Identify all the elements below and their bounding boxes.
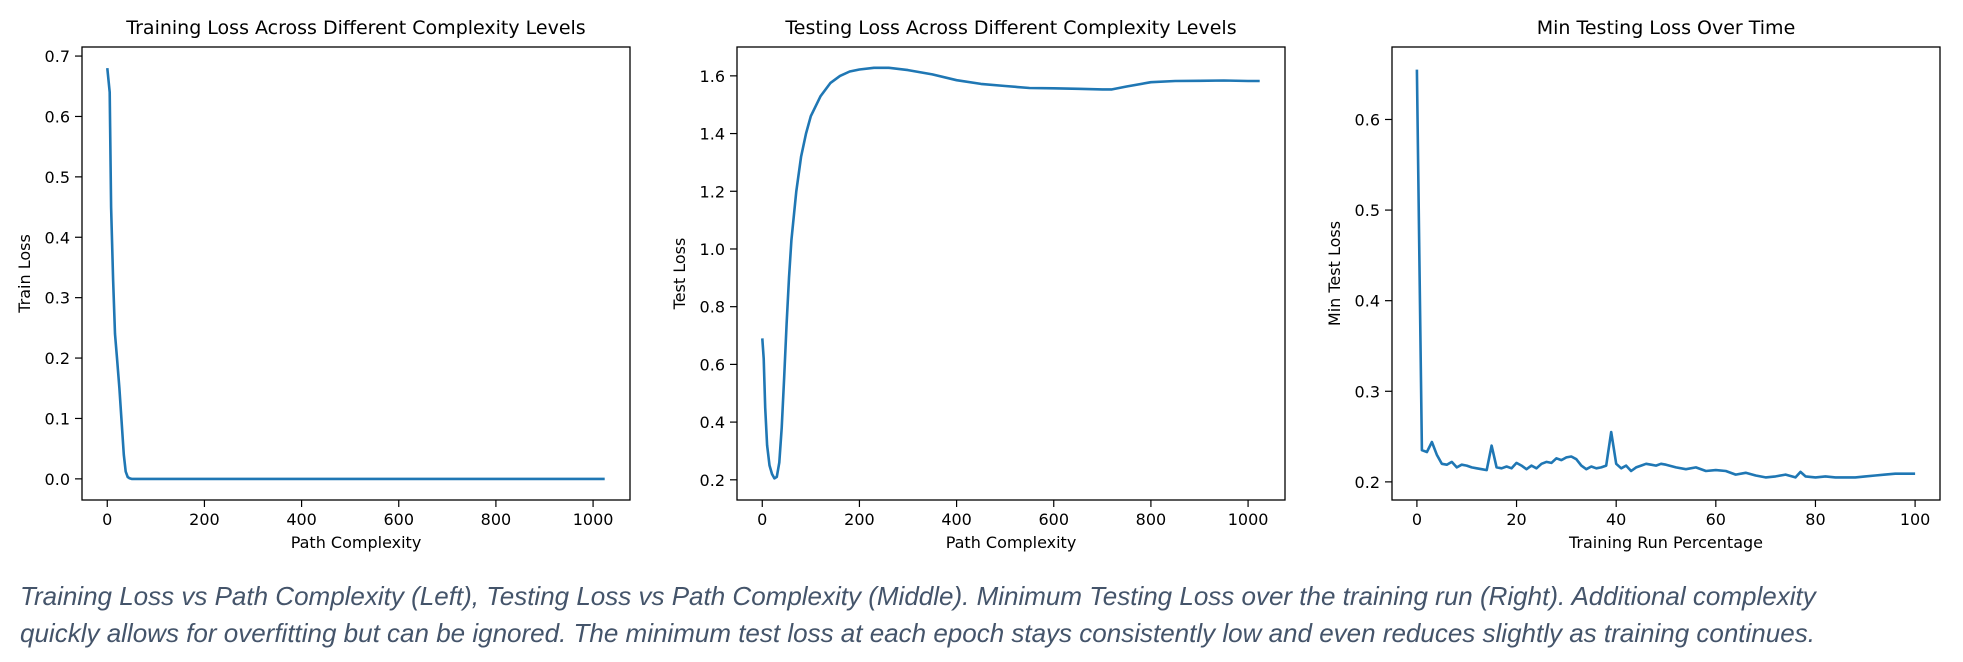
y-tick-label: 0.3 <box>1355 382 1380 401</box>
chart-title: Testing Loss Across Different Complexity… <box>784 17 1236 39</box>
plot-frame <box>736 46 1286 501</box>
x-tick-label: 20 <box>1506 510 1526 529</box>
x-axis-label: Path Complexity <box>946 533 1077 552</box>
x-tick-label: 1000 <box>1228 510 1269 529</box>
x-tick-label: 60 <box>1706 510 1726 529</box>
y-tick-label: 0.6 <box>1355 110 1380 129</box>
y-tick-label: 0.6 <box>45 107 70 126</box>
caption-line-2: quickly allows for overfitting but can b… <box>20 618 1815 648</box>
x-axis-label: Path Complexity <box>291 533 422 552</box>
x-tick-label: 40 <box>1606 510 1626 529</box>
x-tick-label: 800 <box>481 510 512 529</box>
chart-min-testing-loss: Min Testing Loss Over Time 0 20 40 60 80 100 0.… <box>1325 17 1941 552</box>
x-tick-label: 0 <box>102 510 112 529</box>
x-tick-label: 400 <box>941 510 972 529</box>
x-tick-label: 100 <box>1900 510 1931 529</box>
chart-training-loss: Training Loss Across Different Complexit… <box>15 17 631 552</box>
y-tick-label: 1.0 <box>700 240 725 259</box>
x-tick-label: 800 <box>1136 510 1167 529</box>
figure-caption: Training Loss vs Path Complexity (Left),… <box>20 578 1950 652</box>
y-tick-label: 0.7 <box>45 47 70 66</box>
y-tick-label: 0.2 <box>45 349 70 368</box>
series-line <box>106 67 605 481</box>
y-tick-label: 0.4 <box>700 413 725 432</box>
y-tick-label: 0.4 <box>1355 292 1380 311</box>
x-tick-label: 600 <box>1038 510 1069 529</box>
y-tick-label: 0.0 <box>45 470 70 489</box>
y-tick-label: 0.4 <box>45 228 70 247</box>
y-tick-label: 1.4 <box>700 125 725 144</box>
x-tick-label: 0 <box>1412 510 1422 529</box>
plot-frame <box>1391 46 1941 501</box>
x-tick-label: 200 <box>844 510 875 529</box>
y-tick-label: 0.8 <box>700 298 725 317</box>
y-tick-label: 1.2 <box>700 182 725 201</box>
x-tick-label: 200 <box>189 510 220 529</box>
x-tick-label: 600 <box>383 510 414 529</box>
plot-frame <box>81 46 631 501</box>
x-tick-label: 0 <box>757 510 767 529</box>
y-tick-label: 0.2 <box>700 471 725 490</box>
y-tick-label: 0.5 <box>1355 201 1380 220</box>
y-axis-label: Min Test Loss <box>1325 221 1344 326</box>
y-axis-label: Train Loss <box>15 234 34 314</box>
caption-line-1: Training Loss vs Path Complexity (Left),… <box>20 581 1816 611</box>
series-line <box>761 66 1260 480</box>
y-axis-label: Test Loss <box>670 238 689 311</box>
chart-title: Training Loss Across Different Complexit… <box>125 17 585 39</box>
chart-testing-loss: Testing Loss Across Different Complexity… <box>670 17 1286 552</box>
y-tick-label: 0.1 <box>45 409 70 428</box>
y-tick-label: 0.3 <box>45 289 70 308</box>
x-tick-label: 1000 <box>573 510 614 529</box>
y-tick-label: 1.6 <box>700 67 725 86</box>
series-line <box>1415 69 1916 479</box>
y-tick-label: 0.2 <box>1355 473 1380 492</box>
x-tick-label: 400 <box>286 510 317 529</box>
y-tick-label: 0.6 <box>700 355 725 374</box>
x-axis-label: Training Run Percentage <box>1568 533 1763 552</box>
chart-title: Min Testing Loss Over Time <box>1537 17 1796 39</box>
figure: Training Loss Across Different Complexit… <box>15 17 1941 552</box>
x-tick-label: 80 <box>1805 510 1825 529</box>
y-tick-label: 0.5 <box>45 168 70 187</box>
